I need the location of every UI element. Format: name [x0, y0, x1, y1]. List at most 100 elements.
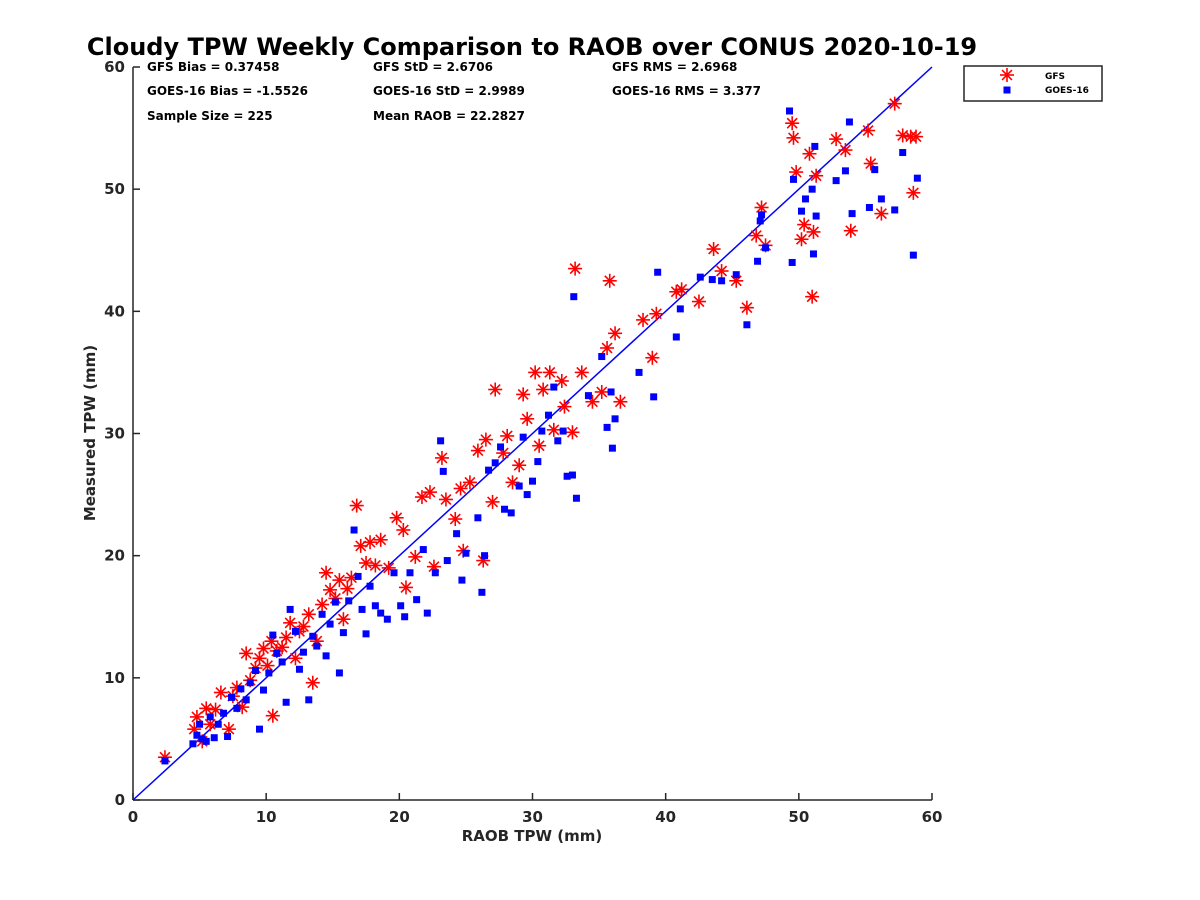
asterisk-stroke: [586, 396, 598, 408]
goes-16-point: [202, 737, 210, 745]
goes-16-point: [871, 166, 879, 174]
gfs-point: [861, 123, 876, 138]
y-axis-label: Measured TPW (mm): [81, 345, 99, 521]
goes-16-point: [801, 195, 809, 203]
asterisk-stroke: [501, 430, 513, 442]
goes-16-point: [841, 167, 849, 175]
y-tick-label: 20: [104, 547, 125, 565]
stat-sample-size: Sample Size = 225: [147, 109, 273, 123]
asterisk-stroke: [280, 632, 292, 644]
goes-16-point: [797, 207, 805, 215]
gfs-point: [208, 702, 223, 717]
gfs-point: [843, 223, 858, 238]
goes-16-point: [282, 698, 290, 706]
goes-16-point: [224, 732, 232, 740]
chart-title: Cloudy TPW Weekly Comparison to RAOB ove…: [87, 33, 977, 61]
goes-16-point: [529, 477, 536, 485]
gfs-point: [414, 490, 429, 505]
asterisk-stroke: [449, 513, 461, 525]
goes-16-point: [608, 444, 616, 452]
goes-16-point: [913, 174, 921, 182]
gfs-point: [363, 535, 378, 550]
gfs-point: [749, 228, 764, 243]
gfs-point: [512, 458, 527, 473]
goes-16-point: [419, 546, 427, 554]
asterisk-stroke: [693, 296, 705, 308]
legend-goes-marker: [1003, 86, 1011, 94]
goes-16-point: [299, 648, 307, 656]
asterisk-stroke: [756, 201, 768, 214]
goes-16-point: [603, 423, 611, 431]
gfs-point: [332, 573, 347, 588]
gfs-point: [594, 384, 609, 399]
legend-goes-square: [1003, 86, 1011, 94]
goes-16-point: [790, 175, 798, 183]
goes-16-point: [196, 720, 204, 728]
asterisk-stroke: [513, 459, 525, 471]
asterisk-stroke: [231, 682, 243, 694]
gfs-point: [349, 498, 364, 513]
asterisk-stroke: [324, 584, 336, 596]
asterisk-stroke: [341, 583, 353, 595]
goes-16-point: [286, 605, 294, 613]
asterisk-stroke: [337, 613, 349, 625]
asterisk-stroke: [369, 559, 381, 571]
asterisk-stroke: [267, 710, 279, 722]
asterisk-stroke: [364, 536, 376, 548]
goes-16-point: [865, 203, 873, 211]
goes-16-point: [481, 552, 489, 560]
gfs-point: [265, 708, 280, 723]
asterisk-stroke: [862, 125, 874, 137]
gfs-point: [288, 651, 303, 666]
asterisk-stroke: [609, 327, 621, 339]
gfs-point: [438, 492, 453, 507]
gfs-point: [389, 510, 404, 525]
gfs-point: [554, 373, 569, 388]
asterisk-stroke: [576, 366, 588, 378]
goes-16-point: [598, 353, 606, 361]
goes-16-point: [206, 713, 214, 721]
gfs-point: [802, 146, 817, 161]
goes-16-point: [377, 609, 385, 617]
gfs-point: [585, 394, 600, 409]
goes-16-point: [877, 195, 885, 203]
gfs-point: [398, 580, 413, 595]
goes-16-point: [845, 118, 853, 126]
asterisk-stroke: [261, 660, 274, 672]
gfs-point: [794, 232, 809, 247]
gfs-point: [786, 130, 801, 145]
goes-16-point: [278, 658, 286, 666]
goes-16-point: [339, 629, 347, 637]
goes-16-point: [491, 459, 499, 467]
goes-16-point: [568, 471, 576, 479]
asterisk-stroke: [517, 388, 529, 400]
gfs-point: [805, 289, 820, 304]
goes-16-point: [161, 757, 169, 765]
asterisk-stroke: [537, 384, 549, 396]
gfs-point: [565, 425, 580, 440]
gfs-point: [691, 294, 706, 309]
goes-16-point: [808, 185, 816, 193]
goes-16-point: [501, 505, 509, 513]
goes-16-point: [762, 244, 770, 252]
asterisk-stroke: [487, 496, 499, 508]
asterisk-stroke: [569, 263, 581, 275]
goes-16-point: [335, 669, 343, 677]
asterisk-stroke: [455, 482, 467, 494]
gfs-point: [340, 581, 355, 596]
gfs-point: [296, 619, 311, 634]
goes-16-point: [559, 427, 567, 435]
goes-16-point: [732, 271, 740, 279]
gfs-point: [305, 675, 320, 690]
goes-16-point: [228, 693, 236, 701]
goes-16-point: [383, 615, 391, 623]
goes-16-series: [161, 107, 921, 765]
goes-16-point: [607, 388, 615, 396]
asterisk-stroke: [240, 647, 252, 659]
goes-16-point: [354, 572, 362, 580]
asterisk-stroke: [428, 561, 440, 573]
asterisk-stroke: [708, 243, 720, 255]
asterisk-stroke: [544, 366, 556, 378]
asterisk-stroke: [284, 617, 296, 629]
asterisk-stroke: [604, 275, 616, 287]
